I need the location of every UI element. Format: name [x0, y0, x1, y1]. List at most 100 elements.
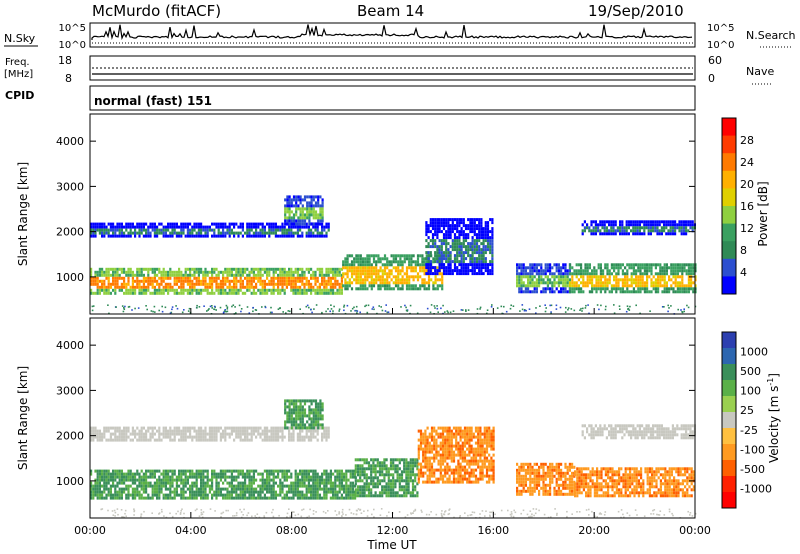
echo-cell — [659, 266, 662, 270]
echo-cell — [429, 272, 432, 276]
echo-cell — [270, 267, 273, 271]
echo-cell — [112, 222, 115, 226]
echo-cell — [301, 291, 304, 295]
scatter-echo — [225, 304, 228, 307]
echo-cell — [160, 291, 163, 295]
echo-cell — [416, 257, 420, 261]
echo-cell — [136, 273, 139, 277]
echo-cell — [394, 254, 398, 258]
echo-cell — [564, 272, 567, 276]
echo-cell — [518, 284, 521, 288]
echo-cell — [312, 490, 315, 494]
echo-cell — [639, 272, 642, 276]
echo-cell — [463, 441, 467, 445]
echo-cell — [612, 226, 615, 230]
echo-cell — [308, 213, 311, 217]
echo-cell — [105, 288, 108, 292]
scatter-echo — [366, 311, 369, 314]
echo-cell — [423, 281, 426, 285]
echo-cell — [345, 484, 348, 488]
echo-cell — [299, 478, 302, 482]
echo-cell — [458, 239, 461, 243]
scatter-echo — [279, 307, 281, 309]
echo-cell — [397, 266, 400, 270]
echo-cell — [200, 475, 203, 479]
echo-cell — [619, 226, 622, 230]
echo-cell — [571, 287, 574, 291]
echo-cell — [392, 461, 395, 465]
echo-cell — [372, 458, 375, 462]
echo-cell — [217, 487, 220, 491]
echo-cell — [270, 282, 273, 286]
echo-cell — [178, 472, 181, 476]
echo-cell — [676, 269, 679, 273]
echo-cell — [486, 272, 490, 276]
echo-cell — [520, 278, 523, 282]
echo-cell — [401, 275, 404, 279]
echo-cell — [386, 257, 389, 261]
echo-cell — [197, 475, 200, 479]
echo-cell — [241, 472, 244, 476]
echo-cell — [284, 219, 287, 223]
echo-cell — [461, 441, 464, 445]
echo-cell — [433, 429, 436, 433]
echo-cell — [663, 275, 666, 279]
echo-cell — [580, 266, 583, 270]
echo-cell — [637, 278, 640, 282]
echo-cell — [233, 288, 236, 292]
scatter-echo — [187, 310, 190, 312]
echo-cell — [279, 490, 282, 494]
echo-cell — [162, 267, 165, 271]
scatter-echo — [211, 307, 213, 309]
echo-cell — [368, 281, 371, 285]
echo-cell — [529, 278, 532, 282]
echo-cell — [392, 287, 395, 291]
echo-cell — [608, 269, 611, 273]
echo-cell — [645, 223, 648, 227]
echo-cell — [643, 272, 646, 276]
echo-cell — [98, 496, 101, 500]
echo-cell — [450, 447, 453, 451]
echo-cell — [127, 267, 130, 271]
echo-cell — [277, 276, 280, 280]
scatter-echo — [209, 305, 212, 308]
echo-cell — [428, 462, 431, 466]
echo-cell — [323, 469, 326, 473]
velocity-echo-marks — [90, 399, 697, 519]
echo-cell — [142, 484, 145, 488]
echo-cell — [114, 273, 117, 277]
echo-cell — [557, 266, 560, 270]
echo-cell — [376, 458, 379, 462]
echo-cell — [263, 478, 266, 482]
echo-cell — [321, 222, 324, 226]
echo-cell — [437, 459, 440, 463]
echo-cell — [480, 266, 483, 270]
echo-cell — [646, 272, 649, 276]
echo-cell — [357, 281, 360, 285]
echo-cell — [279, 481, 282, 485]
echo-cell — [228, 228, 231, 232]
echo-cell — [129, 270, 132, 274]
echo-cell — [299, 225, 302, 229]
echo-cell — [248, 481, 251, 485]
echo-cell — [349, 493, 352, 497]
echo-cell — [171, 234, 174, 238]
echo-cell — [374, 491, 377, 495]
echo-cell — [114, 279, 117, 283]
echo-cell — [303, 478, 306, 482]
echo-cell — [685, 269, 688, 273]
echo-cell — [107, 282, 110, 286]
echo-cell — [310, 469, 313, 473]
echo-cell — [645, 220, 648, 224]
echo-cell — [263, 282, 266, 286]
echo-cell — [92, 225, 95, 229]
echo-cell — [127, 484, 130, 488]
echo-cell — [299, 490, 302, 494]
echo-cell — [200, 469, 203, 473]
echo-cell — [366, 278, 369, 282]
echo-cell — [316, 276, 319, 280]
echo-cell — [101, 279, 104, 283]
echo-cell — [562, 284, 565, 288]
echo-cell — [430, 447, 434, 451]
echo-cell — [180, 225, 183, 229]
